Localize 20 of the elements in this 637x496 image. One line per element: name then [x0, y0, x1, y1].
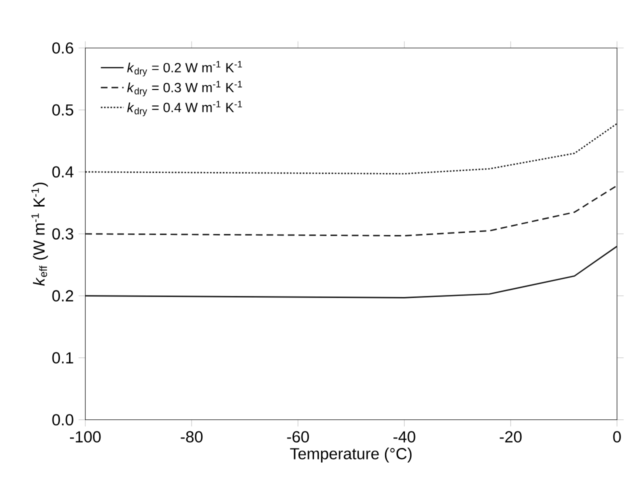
x-tick-label: -80	[180, 431, 203, 443]
line-series	[85, 184, 618, 237]
y-tick-label: 0.5	[52, 104, 74, 116]
x-axis-title: Temperature (°C)	[290, 448, 412, 463]
x-tick-label: -100	[70, 431, 101, 443]
x-tick-label: 0	[613, 431, 621, 443]
y-tick-label: 0.6	[52, 42, 74, 54]
y-axis-title: k$_{eff}$ (W m$^{-1}$ K$^{-1}$)	[31, 182, 48, 286]
legend-label: k$_{dry}$ = 0.3 W m$^{-1}$ K$^{-1}$	[127, 81, 242, 96]
y-tick-label: 0.0	[52, 414, 74, 426]
y-tick-label: 0.3	[52, 228, 74, 240]
x-tick-label: -60	[287, 431, 309, 443]
legend-label: k$_{dry}$ = 0.4 W m$^{-1}$ K$^{-1}$	[127, 100, 242, 116]
y-tick-label: 0.4	[52, 166, 74, 178]
x-tick-label: -40	[393, 431, 416, 443]
y-tick-label: 0.1	[52, 352, 74, 364]
line-series	[85, 123, 618, 175]
y-tick-label: 0.2	[52, 290, 74, 302]
legend-label: k$_{dry}$ = 0.2 W m$^{-1}$ K$^{-1}$	[127, 61, 242, 76]
x-tick-label: -20	[500, 431, 522, 443]
